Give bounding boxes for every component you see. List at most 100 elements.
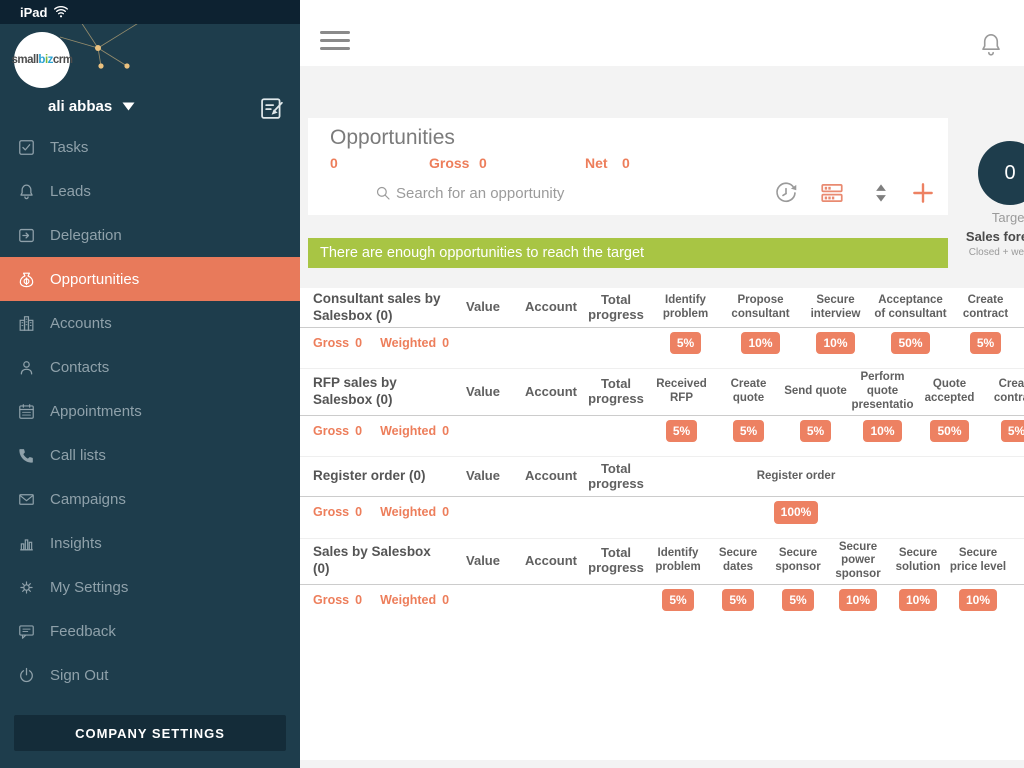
person-icon — [14, 355, 38, 379]
stage-header: Quote accepted — [924, 378, 975, 405]
stage-header: Register order — [756, 469, 836, 482]
gross-label: Gross — [313, 336, 350, 351]
status-banner: There are enough opportunities to reach … — [308, 238, 948, 268]
sidebar: iPad smallbizcrm ali abbas Tasks Leads — [0, 0, 300, 768]
section-header-row[interactable]: Register order (0) Value Account Total p… — [300, 457, 1024, 498]
stage-header: Received RFP — [656, 378, 707, 405]
compose-icon[interactable] — [258, 94, 286, 122]
stage-header: Create contract — [993, 378, 1024, 405]
sidebar-item-label: Insights — [50, 534, 102, 552]
notifications-bell-icon[interactable] — [978, 30, 1004, 58]
weighted-label: Weighted — [380, 505, 437, 520]
target-value-circle[interactable]: 0 — [978, 141, 1024, 205]
sidebar-item-insights[interactable]: Insights — [0, 521, 300, 565]
company-settings-button[interactable]: COMPANY SETTINGS — [14, 715, 286, 751]
sort-icon[interactable] — [868, 180, 894, 206]
main-area: 2016 Day Week Month Quarter Year Opportu… — [300, 0, 1024, 768]
target-value: 0 — [1004, 161, 1016, 184]
speech-bubble-icon — [14, 619, 38, 643]
stage-header: Secure solution — [895, 547, 941, 574]
section-header-row[interactable]: RFP sales by Salesbox (0) Value Account … — [300, 369, 1024, 416]
section-title: Sales by Salesbox (0) — [313, 544, 431, 577]
sidebar-item-label: Opportunities — [50, 270, 140, 288]
column-header-total-progress: Total progress — [588, 460, 644, 491]
page-title: Opportunities — [330, 126, 455, 149]
hamburger-menu-icon[interactable] — [320, 31, 350, 51]
sidebar-item-label: My Settings — [50, 578, 129, 596]
opportunities-count: 0 — [330, 155, 338, 171]
stage-percent-badge: 5% — [662, 588, 694, 612]
stage-header: Secure price level — [949, 547, 1007, 574]
power-icon — [14, 663, 38, 687]
column-header-account: Account — [525, 383, 577, 399]
column-header-value: Value — [466, 383, 500, 399]
column-header-account: Account — [525, 552, 577, 568]
stage-header: Send quote — [784, 385, 847, 398]
tasks-icon — [14, 135, 38, 159]
sidebar-item-my-settings[interactable]: My Settings — [0, 565, 300, 609]
search-input[interactable] — [396, 180, 726, 206]
stage-header: Propose consultant — [731, 293, 790, 320]
sidebar-item-tasks[interactable]: Tasks — [0, 125, 300, 169]
user-name: ali abbas — [48, 98, 113, 115]
stage-header: Secure power sponsor — [835, 540, 881, 581]
gross-label: Gross — [313, 593, 350, 608]
section-header-row[interactable]: Sales by Salesbox (0) Value Account Tota… — [300, 539, 1024, 585]
sidebar-item-feedback[interactable]: Feedback — [0, 609, 300, 653]
date-navigation: 2016 Day Week Month Quarter Year — [300, 66, 1024, 170]
stage-percent-badge: 5% — [799, 419, 832, 443]
money-bag-icon — [14, 267, 38, 291]
gross-value: 0 — [355, 336, 363, 351]
list-view-icon[interactable] — [819, 180, 845, 206]
sidebar-menu: Tasks Leads Delegation Opportunities Acc… — [0, 125, 300, 697]
gross-value: 0 — [355, 423, 363, 438]
sidebar-item-label: Call lists — [50, 446, 106, 464]
stage-percent-badge: 5% — [669, 332, 702, 355]
stage-percent-badge: 5% — [782, 588, 814, 612]
stage-percent-badge: 50% — [930, 419, 969, 443]
section-title: Register order (0) — [313, 468, 426, 484]
weighted-value: 0 — [442, 593, 450, 608]
column-header-total-progress: Total progress — [588, 545, 644, 576]
calendar-icon — [14, 399, 38, 423]
stage-header: Secure interview — [810, 293, 861, 320]
sidebar-item-contacts[interactable]: Contacts — [0, 345, 300, 389]
sidebar-item-label: Tasks — [50, 138, 89, 156]
opportunities-panel: Opportunities 0 Gross 0 Net 0 — [308, 118, 948, 215]
target-subtitle: Closed + weighted — [968, 247, 1024, 258]
sidebar-item-opportunities[interactable]: Opportunities — [0, 257, 300, 301]
pipeline-section: Register order (0) Value Account Total p… — [300, 456, 1024, 531]
stage-header: Acceptance of consultant — [874, 293, 947, 320]
weighted-label: Weighted — [380, 593, 437, 608]
add-opportunity-icon[interactable] — [910, 180, 936, 206]
sidebar-item-appointments[interactable]: Appointments — [0, 389, 300, 433]
sidebar-item-leads[interactable]: Leads — [0, 169, 300, 213]
stage-percent-badge: 10% — [863, 419, 902, 443]
sidebar-item-label: Contacts — [50, 358, 110, 376]
sidebar-item-campaigns[interactable]: Campaigns — [0, 477, 300, 521]
history-icon[interactable] — [773, 180, 799, 206]
sidebar-item-call-lists[interactable]: Call lists — [0, 433, 300, 477]
pipeline-section: Consultant sales by Salesbox (0) Value A… — [300, 288, 1024, 362]
target-title: Sales forecast — [965, 229, 1024, 244]
sidebar-item-delegation[interactable]: Delegation — [0, 213, 300, 257]
stage-percent-badge: 10% — [838, 588, 878, 612]
sidebar-item-accounts[interactable]: Accounts — [0, 301, 300, 345]
column-header-account: Account — [525, 299, 577, 315]
user-menu[interactable]: ali abbas — [48, 98, 135, 115]
pipeline-section: RFP sales by Salesbox (0) Value Account … — [300, 368, 1024, 450]
stage-header: Identify problem — [662, 293, 709, 320]
stage-header: Secure sponsor — [775, 547, 821, 574]
section-summary-row: Gross 0 Weighted 0 100% — [300, 497, 1024, 531]
stage-percent-badge: 10% — [741, 332, 780, 355]
sidebar-item-sign-out[interactable]: Sign Out — [0, 653, 300, 697]
section-header-row[interactable]: Consultant sales by Salesbox (0) Value A… — [300, 288, 1024, 328]
stage-header: Create contract — [962, 293, 1009, 320]
gross-label: Gross — [313, 423, 350, 438]
sidebar-item-label: Feedback — [50, 622, 116, 640]
gear-icon — [14, 575, 38, 599]
chevron-down-icon — [122, 102, 135, 111]
top-bar — [300, 0, 1024, 66]
stage-percent-badge: 100% — [773, 501, 819, 524]
stage-percent-badge: 5% — [665, 419, 698, 443]
